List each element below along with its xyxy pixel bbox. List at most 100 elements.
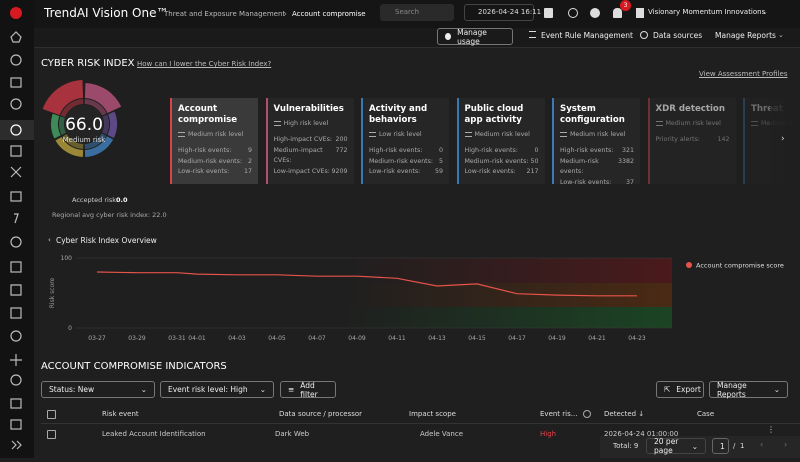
card-row: High-risk events: 0 [369,146,443,157]
page-input[interactable]: 1 [712,438,729,454]
data-sources-button[interactable]: Data sources [653,31,703,40]
event-rule-button[interactable]: Event Rule Management [541,31,633,40]
risk-card[interactable]: Vulnerabilities High risk level High-impac… [265,98,354,184]
caret: ⌄ [691,441,698,451]
pagination [600,436,800,458]
row-label: Low-risk events: [560,178,612,185]
manage-reports[interactable]: Manage Reports ⌄ [709,381,788,399]
prev-page[interactable]: ‹ [760,440,764,449]
gauge-segment [102,114,110,135]
row-value: 200 [335,136,348,143]
risk-filter[interactable]: Event risk level: High ⌄ [160,381,274,398]
risk-card[interactable]: Activity and behaviors Low risk level High… [361,98,449,184]
card-row: Medium-impact CVEs: 772 [274,146,348,167]
icon-help[interactable] [590,8,600,18]
y-tick-label: 100 [61,255,73,262]
level-icon [751,121,758,126]
row-value: 2 [247,157,252,165]
x-tick-label: 04-21 [588,335,606,342]
label: Status: New [49,385,95,394]
level-icon [560,132,567,137]
datetime-box[interactable] [464,4,534,21]
export-button[interactable]: ⇱ Export [656,381,704,398]
row-value: 3382 [617,157,634,165]
add-filter[interactable]: ≡ Add filter [280,380,336,399]
profiles-link[interactable]: View Assessment Profiles [699,70,788,78]
icon-rules [529,31,536,38]
card-row: Low-risk events: 37 [560,178,634,185]
card-row: High-risk events: 9 [178,146,252,157]
risk-card[interactable]: Account compromise Medium risk level High-… [170,98,258,184]
x-tick-label: 04-11 [388,335,406,342]
sidebar-icons [0,7,34,450]
cell: High [540,430,557,438]
row-value: 5 [438,157,443,165]
label: 1 [720,441,725,451]
icon-report[interactable] [544,8,553,18]
level-icon [655,121,663,126]
gauge-segment [42,80,84,116]
logo [10,7,22,19]
status-filter[interactable]: Status: New ⌄ [41,381,155,398]
label: Add filter [300,380,318,399]
series-line [96,271,637,297]
card-title: System configuration [560,104,625,125]
column-header: Case [697,410,715,418]
risk-level: Medium risk [62,136,106,144]
page-sep: / [733,442,736,450]
toolbar [34,28,800,48]
column-header: Risk event [102,410,139,418]
legend-marker [686,262,692,268]
row-value: 321 [621,147,634,154]
breadcrumb[interactable]: Threat and Exposure Management [164,10,286,18]
icon [445,33,452,40]
level-text: Low risk level [379,131,422,138]
column-header: Detected ↓ [604,410,645,418]
row-label: Medium-risk events: [464,157,529,165]
zone-high [76,258,672,283]
risk-card[interactable]: System configuration Medium risk level Hig… [552,98,640,184]
row-value: 59 [434,168,443,175]
manage-usage-button[interactable]: Manage usage [437,28,513,46]
icon-notifications[interactable] [613,8,622,18]
chart-back[interactable]: ‹ [48,236,51,244]
indicators-title: ACCOUNT COMPROMISE INDICATORS [41,361,227,372]
page-size[interactable]: 20 per page ⌄ [646,437,706,455]
row-label: High-risk events: [560,147,614,154]
organization[interactable]: Visionary Momentum Innovations [648,8,766,16]
x-tick-label: 04-23 [628,335,646,342]
risk-card[interactable]: Public cloud app activity Medium risk lev… [456,98,545,184]
next-cards[interactable]: › [781,134,785,144]
row-value: 0 [534,147,539,154]
table-header [41,406,800,424]
level-text: High risk level [283,120,329,127]
next-page[interactable]: › [784,440,788,449]
card-level: Medium risk level [560,131,634,138]
row-value: 0 [438,147,443,154]
column-header: Event ris... [540,410,578,418]
info-icon[interactable] [583,410,591,418]
select-all[interactable] [47,410,56,419]
search-box[interactable] [380,4,454,21]
icon-sync[interactable] [568,8,578,18]
card-level: Low risk level [369,131,443,138]
card-title: Public cloud app activity [464,104,524,125]
row-select[interactable] [47,430,56,439]
cell: Dark Web [275,430,310,438]
cell: Adele Vance [420,430,464,438]
manage-reports-button[interactable]: Manage Reports [715,31,776,40]
help-link[interactable]: How can I lower the Cyber Risk Index? [137,60,272,68]
x-tick-label: 04-03 [228,335,246,342]
row-label: Low-risk events: [464,168,516,175]
caret: ⌄ [140,385,147,394]
gauge-segment [84,136,114,157]
row-value: 142 [717,136,730,143]
x-tick-label: 04-13 [428,335,446,342]
row-menu[interactable]: ⋮ [767,425,775,434]
card-row: High-risk events: 0 [465,146,539,157]
icon: ⇱ [664,385,671,394]
card-row: Medium-risk events: 2 [178,157,252,168]
card-level: Medium risk level [464,131,539,138]
card-title: Account compromise [178,104,238,125]
risk-card[interactable]: XDR detection Medium risk level Priority a… [647,98,736,184]
